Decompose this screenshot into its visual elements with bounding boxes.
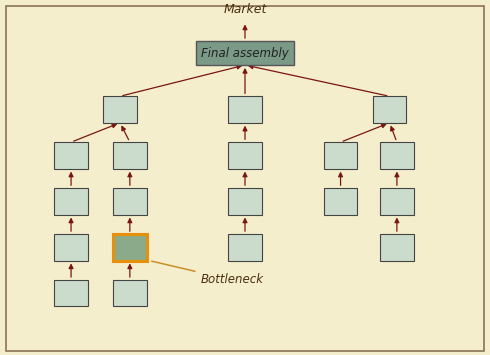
Text: Market: Market — [223, 3, 267, 16]
Bar — [113, 234, 147, 261]
Bar — [228, 188, 262, 215]
Text: Bottleneck: Bottleneck — [152, 261, 264, 286]
Bar — [54, 234, 88, 261]
Bar — [54, 142, 88, 169]
Bar — [54, 188, 88, 215]
Bar — [228, 142, 262, 169]
Bar — [380, 142, 414, 169]
Text: Final assembly: Final assembly — [201, 47, 289, 60]
Bar — [113, 142, 147, 169]
Bar — [228, 234, 262, 261]
Bar — [380, 188, 414, 215]
Bar — [228, 96, 262, 123]
Bar — [380, 234, 414, 261]
Bar — [196, 41, 294, 65]
Bar — [103, 96, 137, 123]
Bar — [113, 188, 147, 215]
Bar — [324, 188, 357, 215]
Bar — [324, 142, 357, 169]
Bar — [54, 280, 88, 306]
Bar — [373, 96, 406, 123]
Bar — [113, 280, 147, 306]
